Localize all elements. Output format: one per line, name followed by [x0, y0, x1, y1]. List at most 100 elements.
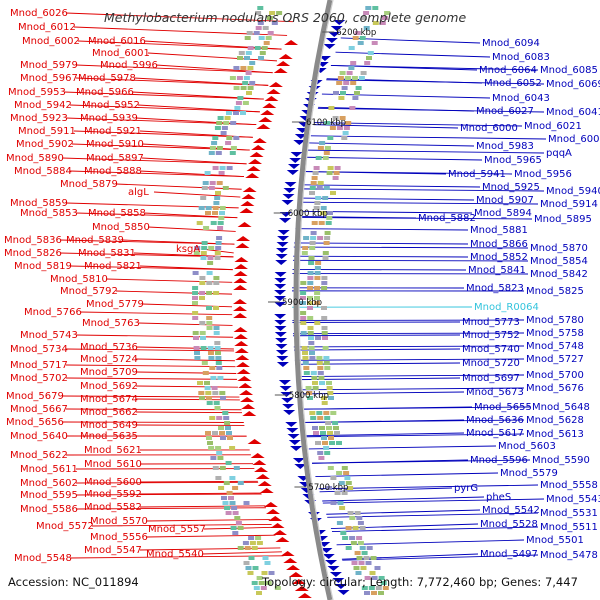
gene-label-right[interactable]: Mnod_5914: [540, 199, 598, 210]
gene-label-left[interactable]: Mnod_5821: [84, 261, 142, 272]
gene-label-right[interactable]: Mnod_5894: [474, 208, 532, 219]
gene-label-left[interactable]: Mnod_5743: [20, 330, 78, 341]
gene-label-right[interactable]: Mnod_6027: [476, 106, 534, 117]
gene-label-right[interactable]: pheS: [486, 492, 511, 503]
gene-label-left[interactable]: Mnod_5859: [10, 198, 68, 209]
gene-label-left[interactable]: Mnod_5839: [66, 235, 124, 246]
gene-label-left[interactable]: Mnod_6016: [88, 36, 146, 47]
gene-label-left[interactable]: Mnod_6026: [10, 8, 68, 19]
gene-label-right[interactable]: Mnod_5842: [530, 269, 588, 280]
gene-label-left[interactable]: Mnod_5853: [20, 208, 78, 219]
gene-label-left[interactable]: Mnod_5850: [92, 222, 150, 233]
gene-label-right[interactable]: Mnod_5636: [466, 415, 524, 426]
gene-label-right[interactable]: pqqA: [546, 148, 572, 159]
gene-label-right[interactable]: Mnod_5881: [470, 225, 528, 236]
gene-label-right[interactable]: Mnod_5941: [448, 169, 506, 180]
gene-label-right[interactable]: Mnod_5543: [546, 494, 600, 505]
gene-label-left[interactable]: Mnod_5902: [16, 139, 74, 150]
gene-label-right[interactable]: Mnod_5956: [514, 169, 572, 180]
gene-label-left[interactable]: Mnod_5610: [84, 459, 142, 470]
gene-label-right[interactable]: Mnod_5655: [474, 402, 532, 413]
gene-label-left[interactable]: ksgA: [176, 244, 200, 255]
gene-label-right[interactable]: Mnod_5478: [540, 550, 598, 561]
gene-label-left[interactable]: Mnod_5674: [80, 394, 138, 405]
gene-label-right[interactable]: Mnod_5866: [470, 239, 528, 250]
gene-label-left[interactable]: Mnod_5734: [10, 344, 68, 355]
gene-label-left[interactable]: Mnod_5763: [82, 318, 140, 329]
gene-label-left[interactable]: Mnod_5996: [100, 60, 158, 71]
gene-label-left[interactable]: Mnod_5717: [10, 360, 68, 371]
gene-label-right[interactable]: Mnod_6021: [524, 121, 582, 132]
gene-label-right[interactable]: Mnod_6083: [492, 52, 550, 63]
gene-label-right[interactable]: Mnod_5542: [482, 505, 540, 516]
gene-label-right[interactable]: Mnod_5925: [482, 182, 540, 193]
gene-label-left[interactable]: Mnod_5582: [84, 502, 142, 513]
gene-label-left[interactable]: Mnod_5819: [14, 261, 72, 272]
gene-label-left[interactable]: Mnod_5640: [10, 431, 68, 442]
gene-label-right[interactable]: Mnod_5748: [526, 341, 584, 352]
gene-label-left[interactable]: Mnod_5595: [20, 490, 78, 501]
gene-label-left[interactable]: Mnod_5600: [84, 477, 142, 488]
gene-label-left[interactable]: Mnod_5611: [20, 464, 78, 475]
gene-label-right[interactable]: Mnod_5697: [462, 373, 520, 384]
gene-label-left[interactable]: Mnod_5884: [14, 166, 72, 177]
gene-label-right[interactable]: Mnod_5528: [480, 519, 538, 530]
gene-label-left[interactable]: Mnod_5679: [6, 391, 64, 402]
gene-label-right[interactable]: Mnod_6094: [482, 38, 540, 49]
gene-label-left[interactable]: Mnod_5586: [20, 504, 78, 515]
gene-label-left[interactable]: Mnod_5649: [80, 420, 138, 431]
gene-label-right[interactable]: Mnod_6000: [460, 123, 518, 134]
gene-label-left[interactable]: Mnod_5540: [146, 549, 204, 560]
gene-label-left[interactable]: Mnod_5966: [76, 87, 134, 98]
gene-label-left[interactable]: Mnod_5709: [80, 367, 138, 378]
gene-label-left[interactable]: Mnod_5897: [86, 153, 144, 164]
gene-label-right[interactable]: Mnod_6064: [479, 65, 537, 76]
gene-label-right[interactable]: pyrG: [454, 483, 478, 494]
gene-label-right[interactable]: Mnod_5852: [470, 252, 528, 263]
gene-label-right[interactable]: Mnod_5511: [540, 522, 598, 533]
gene-label-left[interactable]: Mnod_5967: [20, 73, 78, 84]
gene-label-right[interactable]: Mnod_5823: [466, 283, 524, 294]
gene-label-right[interactable]: Mnod_5940: [546, 186, 600, 197]
gene-label-right[interactable]: Mnod_5752: [462, 330, 520, 341]
gene-label-left[interactable]: Mnod_5662: [80, 407, 138, 418]
gene-label-right[interactable]: Mnod_R0064: [474, 302, 539, 313]
gene-label-left[interactable]: Mnod_5792: [60, 286, 118, 297]
gene-label-left[interactable]: Mnod_5548: [14, 553, 72, 564]
gene-label-right[interactable]: Mnod_5758: [526, 328, 584, 339]
gene-label-left[interactable]: algL: [128, 187, 149, 198]
gene-label-left[interactable]: Mnod_5911: [18, 126, 76, 137]
gene-label-right[interactable]: Mnod_5531: [540, 508, 598, 519]
gene-label-right[interactable]: Mnod_6041: [546, 107, 600, 118]
gene-label-right[interactable]: Mnod_5882: [418, 213, 476, 224]
gene-label-left[interactable]: Mnod_5547: [84, 545, 142, 556]
gene-label-left[interactable]: Mnod_5766: [24, 307, 82, 318]
gene-label-left[interactable]: Mnod_5879: [60, 179, 118, 190]
gene-label-left[interactable]: Mnod_5979: [20, 60, 78, 71]
gene-label-right[interactable]: Mnod_5617: [466, 428, 524, 439]
gene-label-right[interactable]: Mnod_5497: [480, 549, 538, 560]
gene-label-right[interactable]: Mnod_5700: [526, 370, 584, 381]
gene-label-right[interactable]: Mnod_5727: [526, 354, 584, 365]
gene-label-right[interactable]: Mnod_5870: [530, 243, 588, 254]
gene-label-right[interactable]: Mnod_6052: [484, 78, 542, 89]
gene-label-left[interactable]: Mnod_5556: [90, 532, 148, 543]
gene-label-right[interactable]: Mnod_5895: [534, 214, 592, 225]
gene-label-right[interactable]: Mnod_5854: [530, 256, 588, 267]
gene-label-right[interactable]: Mnod_5501: [526, 535, 584, 546]
gene-label-right[interactable]: Mnod_5773: [462, 317, 520, 328]
gene-label-left[interactable]: Mnod_5572: [36, 521, 94, 532]
gene-label-left[interactable]: Mnod_5978: [78, 73, 136, 84]
gene-label-left[interactable]: Mnod_5831: [78, 248, 136, 259]
gene-label-left[interactable]: Mnod_5858: [88, 208, 146, 219]
gene-label-left[interactable]: Mnod_5656: [6, 417, 64, 428]
gene-label-left[interactable]: Mnod_5921: [84, 126, 142, 137]
gene-label-left[interactable]: Mnod_5826: [4, 248, 62, 259]
gene-label-left[interactable]: Mnod_6012: [18, 22, 76, 33]
gene-label-left[interactable]: Mnod_5621: [84, 445, 142, 456]
gene-label-left[interactable]: Mnod_5724: [80, 354, 138, 365]
gene-label-right[interactable]: Mnod_5965: [484, 155, 542, 166]
gene-label-left[interactable]: Mnod_5602: [20, 478, 78, 489]
gene-label-left[interactable]: Mnod_5702: [10, 373, 68, 384]
gene-label-left[interactable]: Mnod_5836: [4, 235, 62, 246]
